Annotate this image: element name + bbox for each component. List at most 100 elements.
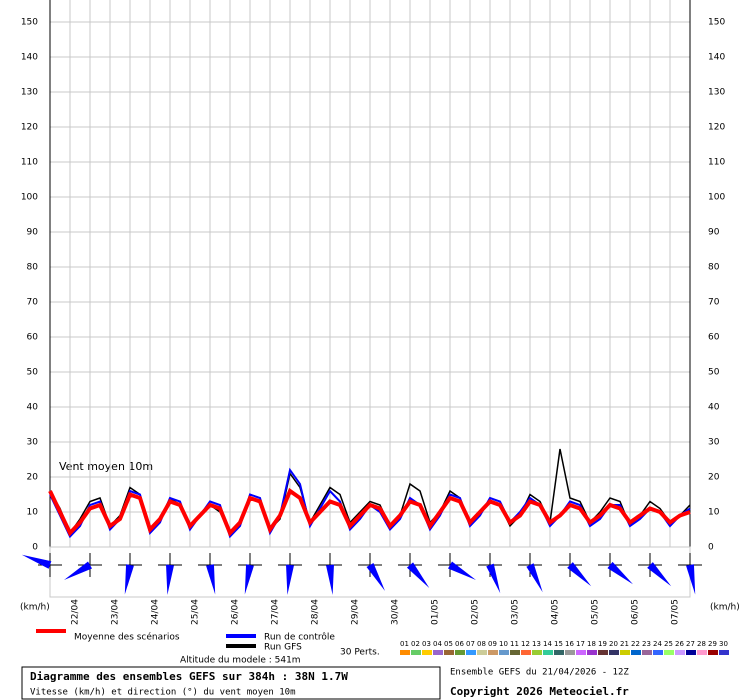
wind-arrow — [526, 563, 543, 593]
perturbation-label: 07 — [466, 640, 475, 648]
perturbation-swatch — [433, 650, 443, 655]
y-tick-label: 10 — [27, 508, 39, 518]
copyright: Copyright 2026 Meteociel.fr — [450, 685, 629, 698]
y-tick-label: 70 — [708, 298, 720, 308]
y-tick-label: 140 — [708, 53, 725, 63]
perturbation-swatch — [543, 650, 553, 655]
perturbation-label: 25 — [664, 640, 673, 648]
wind-arrow — [244, 564, 254, 595]
perturbation-swatch — [400, 650, 410, 655]
x-tick-label: 22/04 — [71, 599, 81, 625]
perturbation-label: 20 — [609, 640, 618, 648]
perturbation-label: 01 — [400, 640, 409, 648]
perturbation-label: 13 — [532, 640, 541, 648]
x-tick-label: 26/04 — [231, 599, 241, 625]
y-tick-label: 40 — [708, 403, 720, 413]
wind-arrow — [448, 561, 476, 580]
wind-arrow — [486, 563, 501, 594]
perturbation-label: 23 — [642, 640, 651, 648]
perturbation-swatch — [642, 650, 652, 655]
altitude: Altitude du modele : 541m — [180, 656, 301, 666]
legend-label: Moyenne des scénarios — [74, 632, 180, 643]
x-tick-label: 02/05 — [471, 599, 481, 625]
y-tick-label: 80 — [708, 263, 720, 273]
perturbation-label: 29 — [708, 640, 717, 648]
perturbation-label: 02 — [411, 640, 420, 648]
x-tick-label: 24/04 — [151, 599, 161, 625]
y-tick-label: 120 — [21, 123, 38, 133]
perturbation-label: 11 — [510, 640, 519, 648]
perturbation-label: 05 — [444, 640, 453, 648]
y-tick-label: 100 — [21, 193, 38, 203]
perturbation-label: 26 — [675, 640, 684, 648]
perturbation-swatch — [664, 650, 674, 655]
wind-arrow — [124, 564, 134, 595]
x-tick-label: 29/04 — [351, 599, 361, 625]
perturbation-swatch — [422, 650, 432, 655]
wind-arrow — [64, 561, 92, 580]
perturbation-swatch — [708, 650, 718, 655]
x-tick-label: 30/04 — [391, 599, 401, 625]
series-line — [48, 487, 691, 537]
y-tick-label: 150 — [708, 18, 725, 28]
x-tick-label: 07/05 — [671, 599, 681, 625]
perturbation-label: 12 — [521, 640, 530, 648]
y-tick-label: 150 — [21, 18, 38, 28]
perturbation-label: 21 — [620, 640, 629, 648]
wind-arrow — [286, 564, 294, 595]
x-tick-label: 03/05 — [511, 599, 521, 625]
perturbation-label: 22 — [631, 640, 640, 648]
y-tick-label: 0 — [32, 543, 38, 553]
perturbation-swatch — [411, 650, 421, 655]
perturbation-swatch — [587, 650, 597, 655]
perturbation-label: 10 — [499, 640, 508, 648]
subtitle: Vitesse (km/h) et direction (°) du vent … — [30, 688, 296, 698]
x-tick-label: 23/04 — [111, 599, 121, 625]
y-tick-label: 130 — [21, 88, 38, 98]
x-tick-label: 04/05 — [551, 599, 561, 625]
unit-label: (km/h) — [20, 603, 50, 613]
perturbation-swatch — [521, 650, 531, 655]
perturbation-swatch — [565, 650, 575, 655]
perturbation-label: 09 — [488, 640, 497, 648]
perturbation-swatch — [719, 650, 729, 655]
wind-arrow — [366, 563, 385, 591]
y-tick-label: 110 — [21, 158, 38, 168]
y-tick-label: 80 — [27, 263, 39, 273]
y-tick-label: 120 — [708, 123, 725, 133]
perturbation-label: 27 — [686, 640, 695, 648]
y-tick-label: 130 — [708, 88, 725, 98]
wind-arrow — [166, 564, 174, 595]
perturbation-swatch — [499, 650, 509, 655]
perturbation-swatch — [631, 650, 641, 655]
y-tick-label: 90 — [708, 228, 720, 238]
perturbation-label: 30 — [719, 640, 728, 648]
y-tick-label: 20 — [708, 473, 720, 483]
wind-arrow — [206, 564, 216, 595]
annotation: Vent moyen 10m — [59, 460, 153, 473]
y-tick-label: 110 — [708, 158, 725, 168]
legend-label: Run GFS — [264, 643, 302, 653]
perturbation-label: 16 — [565, 640, 574, 648]
wind-arrow — [607, 561, 633, 585]
y-tick-label: 30 — [708, 438, 720, 448]
wind-arrow — [686, 564, 696, 595]
perturbation-swatch — [554, 650, 564, 655]
title: Diagramme des ensembles GEFS sur 384h : … — [30, 670, 348, 683]
y-tick-label: 70 — [27, 298, 39, 308]
perturbation-label: 14 — [543, 640, 552, 648]
perturbation-label: 17 — [576, 640, 585, 648]
x-tick-label: 27/04 — [271, 599, 281, 625]
perturbation-swatch — [576, 650, 586, 655]
y-tick-label: 0 — [708, 543, 714, 553]
perturbation-swatch — [444, 650, 454, 655]
perturbation-swatch — [466, 650, 476, 655]
perturbation-swatch — [675, 650, 685, 655]
perturbation-swatch — [455, 650, 465, 655]
x-tick-label: 05/05 — [591, 599, 601, 625]
legend-label: Run de contrôle — [264, 632, 335, 643]
unit-label: (km/h) — [710, 603, 740, 613]
legend: Moyenne des scénarios Run de contrôleRun … — [36, 629, 729, 655]
perturbation-label: 28 — [697, 640, 706, 648]
